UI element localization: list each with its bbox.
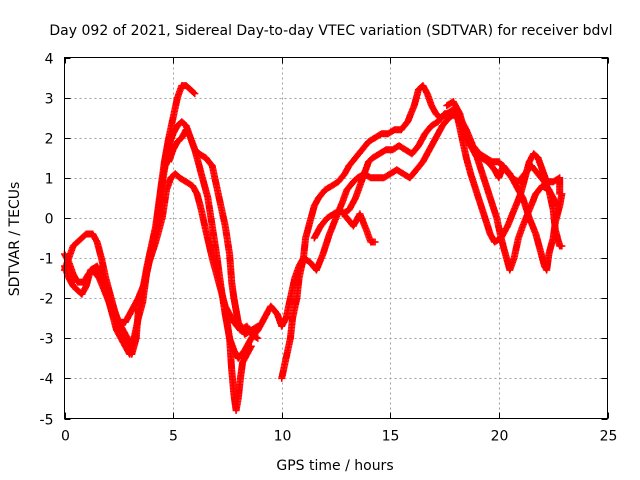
x-axis-ticks: 0 5 10 15 20 25 [61,57,618,445]
x-tick-label: 25 [600,429,618,445]
data-points [61,82,566,414]
grid-lines [64,57,608,419]
data-point [558,190,566,198]
y-axis-ticks: -5 -4 -3 -2 -1 0 1 2 3 4 [40,52,608,429]
y-tick-label: 0 [45,212,54,228]
x-tick-label: 5 [169,429,178,445]
y-tick-label: -1 [40,252,54,268]
data-point [254,334,262,342]
y-tick-label: -5 [40,413,54,429]
y-tick-label: 3 [45,92,54,108]
y-tick-label: 1 [45,172,54,188]
data-point [247,342,255,350]
y-tick-label: 4 [45,52,54,68]
data-point [253,323,260,331]
data-point [190,89,198,97]
x-tick-label: 15 [382,429,400,445]
data-point [254,322,262,330]
data-point [191,90,199,98]
data-point [558,242,566,250]
x-tick-label: 20 [491,429,509,445]
plot-frame [64,57,608,419]
y-tick-label: -2 [40,292,54,308]
y-tick-label: 2 [45,132,54,148]
x-tick-label: 10 [274,429,292,445]
data-point [371,238,379,246]
x-tick-label: 0 [61,429,70,445]
chart-title: Day 092 of 2021, Sidereal Day-to-day VTE… [49,23,612,39]
x-axis-label: GPS time / hours [276,458,393,474]
y-axis-label: SDTVAR / TECUs [7,182,23,297]
y-tick-label: -3 [40,332,54,348]
y-tick-label: -4 [40,372,54,388]
